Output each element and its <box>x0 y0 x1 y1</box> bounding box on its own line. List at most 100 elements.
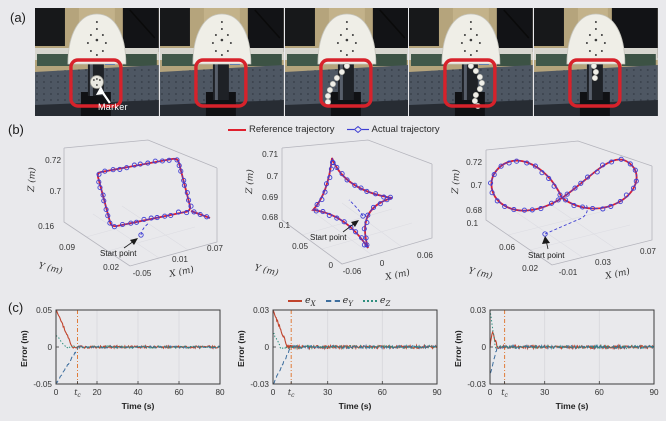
svg-text:0.7: 0.7 <box>50 187 62 196</box>
photo-4-scene <box>409 8 534 116</box>
trajectory-marker <box>529 207 535 213</box>
trajectory-marker <box>329 159 336 165</box>
marker-arrow <box>95 86 111 104</box>
x-tick-label: 80 <box>215 388 225 397</box>
dome-dots <box>86 21 107 56</box>
tick-labels: 0.71 0.7 0.69 0.68 0.1 0.05 0 -0.06 0 0.… <box>262 150 433 276</box>
svg-text:0.01: 0.01 <box>172 255 188 264</box>
trajectory-marker <box>188 203 194 209</box>
trajectory-marker <box>111 224 117 230</box>
actual-line-swatch <box>346 125 369 134</box>
trajectory-marker <box>184 210 190 216</box>
tick-labels: 0.72 0.7 0.16 0.09 0.02 -0.05 0.01 0.07 <box>38 156 223 278</box>
marker-highlight-box <box>69 58 123 108</box>
x-tick-label: 30 <box>323 388 333 397</box>
robot-dome <box>441 13 501 65</box>
photo-5 <box>534 8 658 116</box>
marker-highlight-box <box>568 58 622 108</box>
legend-ex-label: eX <box>305 295 316 308</box>
trajectory-marker <box>184 190 190 196</box>
trajectory-marker <box>608 203 614 209</box>
svg-text:0.02: 0.02 <box>522 264 538 273</box>
x-tick-label: 0 <box>54 388 59 397</box>
trajectory-marker <box>489 190 495 196</box>
ey-swatch <box>325 300 340 303</box>
error-series <box>489 309 655 384</box>
trajectory-marker <box>539 170 545 176</box>
trajectory-marker <box>563 197 569 203</box>
svg-text:0.1: 0.1 <box>467 219 479 228</box>
svg-text:0.68: 0.68 <box>262 213 278 222</box>
trajectory-marker <box>176 163 182 169</box>
photo-5-scene <box>534 8 658 116</box>
dome-dots <box>461 21 482 56</box>
svg-text:0.03: 0.03 <box>595 258 611 267</box>
y-tick-label: 0 <box>264 343 269 352</box>
robot-rail <box>212 62 229 100</box>
x-axis-label: Time (s) <box>122 401 155 411</box>
trajectory-marker <box>191 209 197 215</box>
trajectory-marker <box>152 158 158 164</box>
svg-text:Start point: Start point <box>310 233 347 242</box>
trajectory-marker <box>557 192 563 198</box>
trajectory-marker <box>514 158 520 164</box>
dome-dots <box>586 21 607 56</box>
trajectory-marker <box>608 159 615 165</box>
trajectory-marker <box>323 181 330 187</box>
photo-3 <box>284 8 409 116</box>
svg-text:0.16: 0.16 <box>38 222 54 231</box>
trajectory-marker <box>564 191 570 197</box>
svg-text:-0.05: -0.05 <box>133 269 152 278</box>
svg-text:0.7: 0.7 <box>471 181 483 190</box>
legend-ey: eY <box>325 295 353 308</box>
svg-text:X (m): X (m) <box>603 266 631 282</box>
axes-box <box>63 139 218 267</box>
y-tick-label: 0 <box>47 343 52 352</box>
ez-swatch <box>362 300 377 303</box>
robot-dome <box>67 13 127 65</box>
tc-tick-label: tc <box>501 388 508 399</box>
trajectory-marker <box>353 229 359 235</box>
trajectory-marker <box>630 185 637 191</box>
trajectory-marker <box>344 177 350 183</box>
trajectory-marker <box>154 215 160 221</box>
axes-box <box>485 140 653 266</box>
ex-swatch <box>288 300 302 303</box>
photo-3-scene <box>284 8 409 116</box>
trajectory-marker <box>387 194 393 200</box>
trajectory-marker <box>521 207 527 213</box>
trajectory-marker <box>110 167 116 173</box>
robot-dome <box>566 13 626 65</box>
trajectory-marker <box>131 162 137 168</box>
trajectory-marker <box>365 212 371 218</box>
error-series-e_Y <box>489 343 655 374</box>
trajectory-marker <box>359 235 365 241</box>
trajectory-marker <box>361 242 367 248</box>
actual-trajectory-path <box>97 158 211 227</box>
panel-b-label: (b) <box>8 122 24 137</box>
trajectory-marker <box>551 183 557 189</box>
svg-text:0.69: 0.69 <box>262 193 278 202</box>
trajectory-marker <box>373 191 379 197</box>
trajectory-marker <box>627 161 633 167</box>
trajectory-marker <box>632 167 638 173</box>
legend-ez: eZ <box>362 295 390 308</box>
trajectory-marker <box>186 197 192 203</box>
svg-text:0.07: 0.07 <box>207 244 223 253</box>
svg-text:0.71: 0.71 <box>262 150 278 159</box>
trajectory-marker <box>578 180 584 186</box>
x-tick-label: 90 <box>649 388 659 397</box>
trajectory-marker <box>511 207 517 213</box>
start-point-annotation: Start point <box>100 238 138 258</box>
trajectory-marker <box>197 211 203 218</box>
trajectory-plot-star: 0.71 0.7 0.69 0.68 0.1 0.05 0 -0.06 0 0.… <box>244 139 433 283</box>
y-tick-label: -0.03 <box>467 380 486 389</box>
start-point-marker <box>138 232 144 238</box>
trajectory-marker <box>341 219 347 225</box>
error-plot-square: 0 tc 20 40 60 800.050-0.05 Error (m) Time (s) <box>19 306 225 411</box>
trajectory-marker <box>572 185 578 191</box>
trajectory-legend: Reference trajectory Actual trajectory <box>228 124 440 135</box>
trajectory-marker <box>313 208 319 214</box>
trajectory-marker <box>364 219 370 226</box>
svg-text:Z (m): Z (m) <box>450 169 462 196</box>
